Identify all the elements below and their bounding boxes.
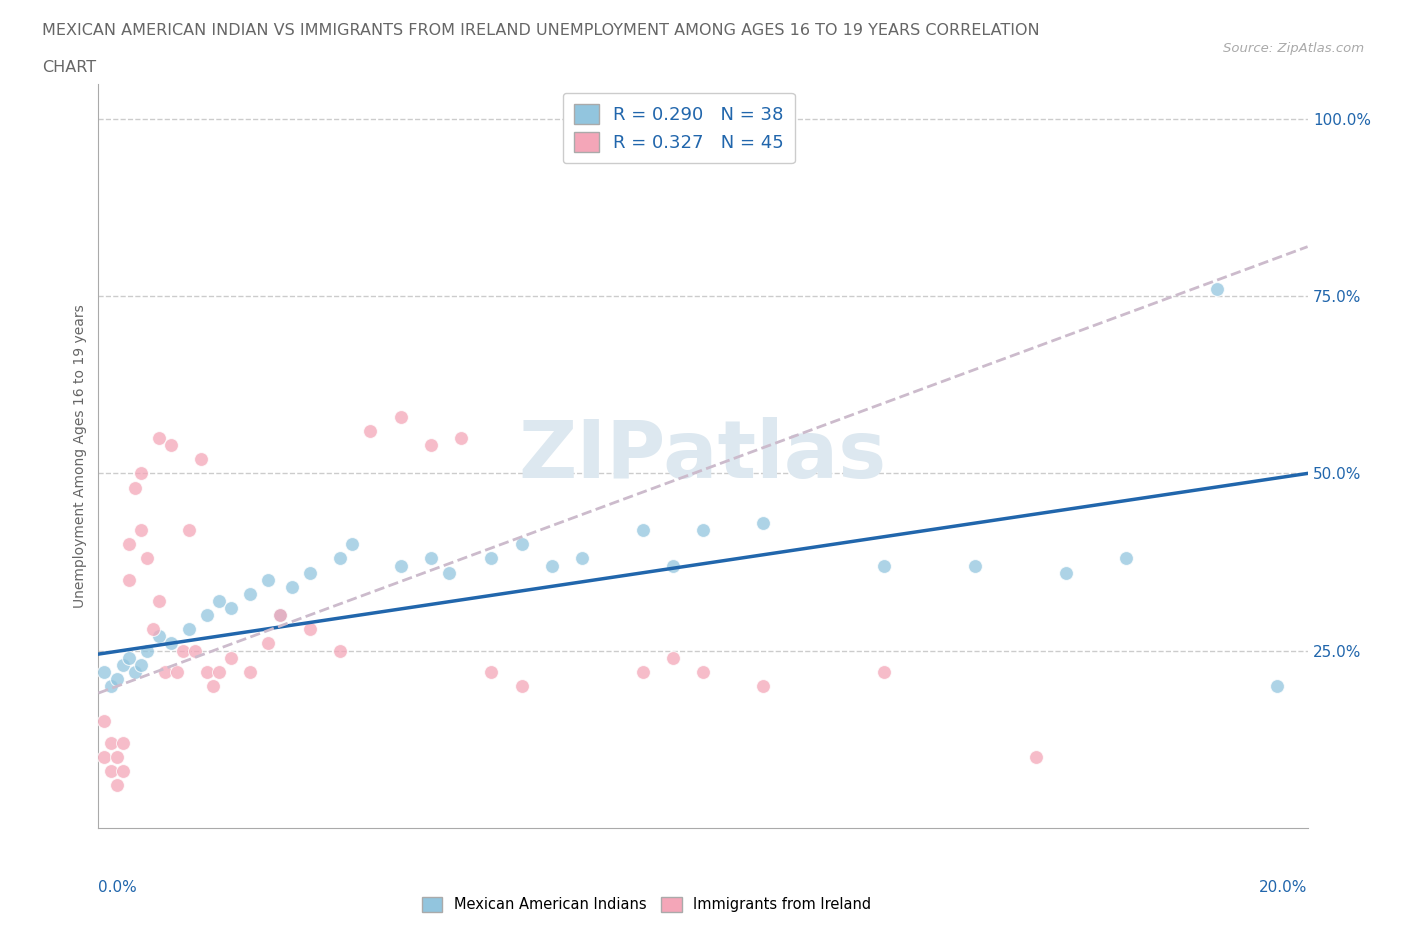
Point (118, 650, 141, 665)
Point (93, 714, 115, 729)
Point (124, 480, 146, 495)
Text: MEXICAN AMERICAN INDIAN VS IMMIGRANTS FROM IRELAND UNEMPLOYMENT AMONG AGES 16 TO: MEXICAN AMERICAN INDIAN VS IMMIGRANTS FR… (42, 23, 1040, 38)
Point (148, 593, 170, 608)
Point (208, 664, 231, 679)
Point (179, 523, 201, 538)
Point (481, 551, 503, 565)
Point (1024, 750, 1046, 764)
Text: CHART: CHART (42, 60, 96, 75)
Point (360, 423, 382, 438)
Point (93, 664, 115, 679)
Point (329, 551, 352, 565)
Point (93, 750, 115, 764)
Point (111, 658, 134, 672)
Point (111, 736, 134, 751)
Point (281, 579, 304, 594)
Point (510, 537, 533, 551)
Point (195, 664, 218, 679)
Point (124, 664, 146, 679)
Point (873, 558, 896, 573)
Point (135, 644, 157, 658)
Point (221, 650, 243, 665)
Point (179, 622, 201, 637)
Point (160, 438, 183, 453)
Point (450, 431, 472, 445)
Point (1206, 282, 1229, 297)
Point (105, 750, 128, 764)
Point (692, 664, 714, 679)
Point (195, 607, 218, 622)
Point (221, 601, 243, 616)
Point (256, 572, 278, 587)
Text: 20.0%: 20.0% (1260, 880, 1308, 895)
Point (389, 409, 412, 424)
Point (105, 777, 128, 792)
Point (299, 565, 322, 580)
Point (631, 523, 654, 538)
Text: Source: ZipAtlas.com: Source: ZipAtlas.com (1223, 42, 1364, 55)
Point (269, 607, 291, 622)
Point (481, 664, 503, 679)
Point (100, 679, 122, 694)
Point (111, 764, 134, 778)
Point (166, 664, 188, 679)
Point (129, 658, 152, 672)
Point (202, 679, 225, 694)
Point (510, 679, 533, 694)
Point (342, 537, 364, 551)
Point (135, 551, 157, 565)
Point (389, 558, 412, 573)
Point (105, 671, 128, 686)
Point (692, 523, 714, 538)
Legend: R = 0.290   N = 38, R = 0.327   N = 45: R = 0.290 N = 38, R = 0.327 N = 45 (562, 93, 794, 164)
Point (1054, 565, 1077, 580)
Point (752, 679, 775, 694)
Point (752, 515, 775, 530)
Point (329, 644, 352, 658)
Point (100, 764, 122, 778)
Point (148, 629, 170, 644)
Point (118, 572, 141, 587)
Point (142, 622, 165, 637)
Point (184, 644, 207, 658)
Point (662, 650, 685, 665)
Point (965, 558, 987, 573)
Point (269, 607, 291, 622)
Point (129, 466, 152, 481)
Point (420, 438, 443, 453)
Point (662, 558, 685, 573)
Point (153, 664, 176, 679)
Point (540, 558, 562, 573)
Point (420, 551, 443, 565)
Point (631, 664, 654, 679)
Text: ZIPatlas: ZIPatlas (519, 417, 887, 495)
Point (208, 593, 231, 608)
Point (239, 664, 262, 679)
Point (190, 452, 212, 467)
Point (239, 587, 262, 602)
Point (172, 644, 194, 658)
Y-axis label: Unemployment Among Ages 16 to 19 years: Unemployment Among Ages 16 to 19 years (73, 304, 87, 607)
Point (873, 664, 896, 679)
Point (148, 431, 170, 445)
Point (437, 565, 460, 580)
Point (118, 537, 141, 551)
Point (299, 622, 322, 637)
Point (256, 636, 278, 651)
Point (129, 523, 152, 538)
Point (571, 551, 593, 565)
Legend: Mexican American Indians, Immigrants from Ireland: Mexican American Indians, Immigrants fro… (416, 891, 877, 918)
Point (1267, 679, 1289, 694)
Point (100, 736, 122, 751)
Point (1115, 551, 1137, 565)
Point (160, 636, 183, 651)
Text: 0.0%: 0.0% (98, 880, 138, 895)
